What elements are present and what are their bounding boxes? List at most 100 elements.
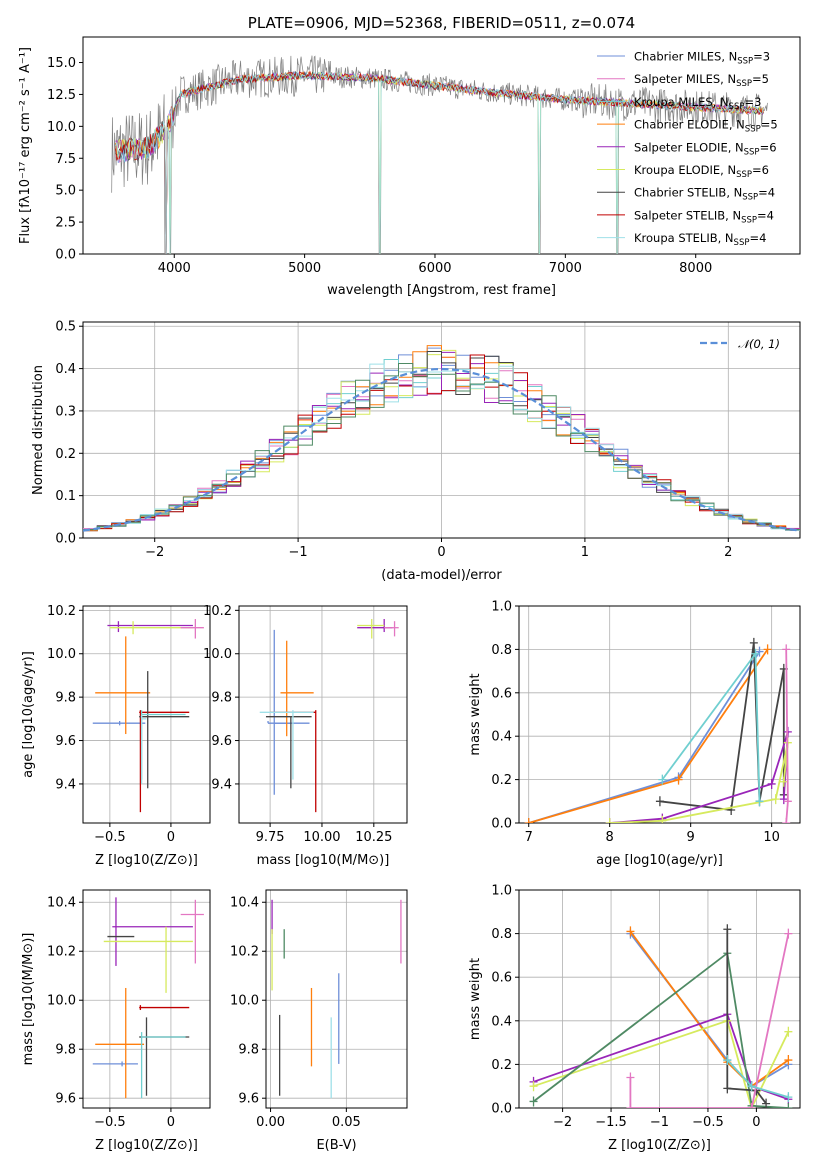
x-tick-label: 10 (763, 830, 780, 845)
x-tick-label: −1 (289, 545, 308, 560)
y-tick-label: 10.0 (203, 647, 232, 662)
y-tick-label: 0.4 (491, 1014, 512, 1029)
x-tick-label: 10.00 (303, 830, 340, 845)
series-marker (755, 646, 764, 657)
y-tick-label: 5.0 (55, 184, 76, 199)
x-axis-label: Z [log10(Z/Z⊙)] (608, 1138, 711, 1153)
x-tick-label: −1 (650, 1115, 669, 1130)
legend-entry: 𝒩(0, 1) (738, 337, 780, 351)
y-tick-label: 0.2 (491, 1058, 512, 1073)
legend-entry: Salpeter MILES, NSSP=5 (634, 72, 769, 89)
x-tick-label: 0 (167, 830, 175, 845)
y-tick-label: 10.0 (230, 994, 259, 1009)
legend-entry: Salpeter ELODIE, NSSP=6 (634, 140, 777, 157)
series-marker (783, 796, 792, 807)
x-tick-label: −0.5 (94, 1115, 126, 1130)
series-marker (779, 794, 788, 805)
y-tick-label: 10.2 (47, 945, 76, 960)
errorbar-point (92, 721, 146, 726)
panel-age_vs_Z: −0.5 0 9.4 9.6 9.8 10.0 10.2 Z [log10(Z/Z⊙)] age… (21, 604, 211, 868)
x-tick-label: 6000 (418, 261, 451, 276)
errorbar-point (259, 710, 314, 780)
errorbar-point (265, 716, 312, 789)
y-tick-label: 0.0 (491, 1102, 512, 1117)
y-tick-label: 9.8 (55, 1043, 76, 1058)
panel-massweight_vs_age: 7 8 9 10 0.0 0.2 0.4 0.6 0.8 1.0 age [log10(age/yr… (468, 600, 801, 868)
series-marker (771, 794, 780, 805)
y-tick-label: 9.8 (211, 691, 232, 706)
series-line (629, 933, 790, 1108)
y-tick-label: 0.0 (55, 248, 76, 263)
series-marker (779, 776, 788, 787)
series-marker (723, 1083, 732, 1094)
errorbar-point (140, 714, 147, 784)
series-marker (658, 815, 667, 823)
series-marker (767, 778, 776, 789)
series-marker (529, 1081, 538, 1092)
legend-entry: Salpeter STELIB, NSSP=4 (634, 208, 774, 225)
legend-entry: Chabrier STELIB, NSSP=4 (634, 186, 775, 203)
x-tick-label: 0 (437, 545, 445, 560)
x-tick-label: −0.5 (94, 830, 126, 845)
series-marker (626, 1103, 635, 1108)
y-tick-label: 10.2 (203, 604, 232, 619)
y-tick-label: 0.3 (55, 404, 76, 419)
errorbar-point (139, 671, 190, 789)
x-tick-label: 7 (525, 830, 533, 845)
legend-entry: Kroupa MILES, NSSP=3 (634, 95, 761, 112)
model-line-kroupa-elodie (115, 70, 764, 254)
x-axis-label: Z [log10(Z/Z⊙)] (95, 1138, 198, 1153)
plot-area (92, 897, 204, 1099)
errorbar-point (357, 619, 385, 639)
x-tick-label: 4000 (158, 261, 191, 276)
y-tick-label: 9.6 (211, 734, 232, 749)
y-tick-label: 15.0 (47, 56, 76, 71)
series-line (726, 929, 767, 1105)
y-axis-label: age [log10(age/yr)] (21, 651, 36, 778)
y-tick-label: 2.5 (55, 216, 76, 231)
x-tick-label: −0.5 (692, 1115, 724, 1130)
series-marker (747, 1103, 756, 1108)
plot-area (83, 345, 800, 532)
y-tick-label: 0.2 (491, 773, 512, 788)
y-axis-label: Flux [fλ10⁻¹⁷ erg cm⁻² s⁻¹ A⁻¹] (18, 47, 33, 244)
y-tick-label: 0.8 (491, 927, 512, 942)
series-marker (626, 1072, 635, 1083)
y-axis-label: Normed distribution (31, 365, 46, 495)
x-axis-label: age [log10(age/yr)] (596, 853, 723, 868)
chart-title: PLATE=0906, MJD=52368, FIBERID=0511, z=0… (248, 14, 635, 32)
series-marker (762, 1098, 771, 1108)
y-tick-label: 10.2 (230, 945, 259, 960)
plot-frame (82, 36, 801, 255)
x-tick-label: 2 (724, 545, 732, 560)
panel-mass_vs_ebv: 0.00 0.05 9.6 9.8 10.0 10.2 10.4 E(B-V) (230, 889, 408, 1153)
y-tick-label: 0.1 (55, 489, 76, 504)
x-axis-label: Z [log10(Z/Z⊙)] (95, 853, 198, 868)
series-line (609, 742, 789, 823)
x-tick-label: 8000 (679, 261, 712, 276)
series-marker (782, 818, 791, 823)
legend-entry: Chabrier ELODIE, NSSP=5 (634, 118, 778, 135)
plot-frame (238, 605, 408, 824)
series-marker (658, 774, 667, 785)
errorbar-point (180, 899, 204, 964)
panel-mass_vs_Z: −0.5 0 9.6 9.8 10.0 10.2 10.4 Z [log10(Z/Z⊙)] ma… (21, 889, 211, 1153)
errorbar-point (95, 987, 145, 1099)
x-tick-label: −2 (553, 1115, 572, 1130)
panel-massweight_vs_Z: −2 −1.5 −1 −0.5 0 0.0 0.2 0.4 0.6 0.8 1.0 Z [log10(… (468, 884, 801, 1153)
y-tick-label: 10.4 (47, 896, 76, 911)
plot-frame (518, 605, 801, 824)
y-tick-label: 0.4 (55, 362, 76, 377)
series-marker (749, 637, 758, 648)
legend-entry: Kroupa ELODIE, NSSP=6 (634, 163, 769, 180)
y-tick-label: 10.2 (47, 604, 76, 619)
plot-area (92, 619, 204, 813)
series-marker (755, 796, 764, 807)
plot-frame (82, 889, 211, 1109)
y-tick-label: 1.0 (491, 600, 512, 615)
y-tick-label: 10.0 (47, 647, 76, 662)
series-marker (747, 1081, 756, 1092)
x-tick-label: −1.5 (595, 1115, 627, 1130)
errorbar-point (112, 897, 193, 966)
y-tick-label: 9.6 (238, 1092, 259, 1107)
